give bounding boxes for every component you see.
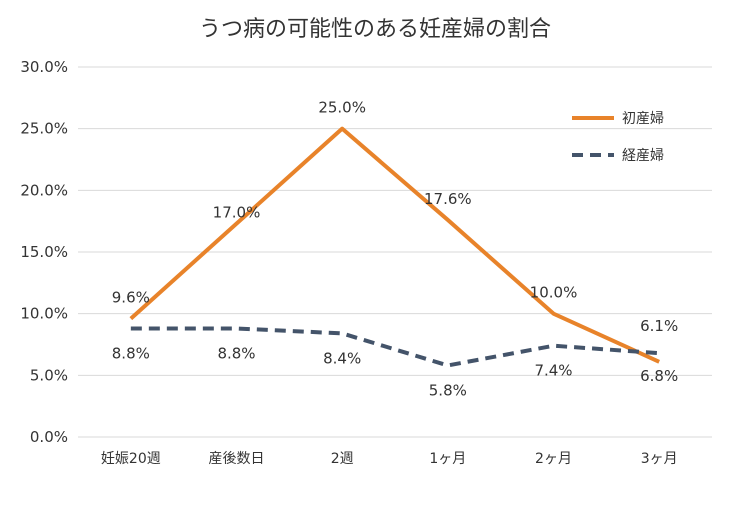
y-axis-ticks: 0.0% 5.0% 10.0% 15.0% 20.0% 25.0% 30.0% (20, 58, 68, 446)
data-label: 8.8% (112, 344, 150, 362)
data-label: 6.8% (640, 367, 678, 385)
data-label: 9.6% (112, 289, 150, 307)
y-tick-label: 0.0% (30, 428, 68, 446)
y-tick-label: 20.0% (20, 181, 68, 199)
data-label: 5.8% (429, 381, 467, 399)
y-tick-label: 25.0% (20, 120, 68, 138)
x-category-label: 2ヶ月 (535, 451, 572, 467)
data-label: 6.1% (640, 317, 678, 335)
chart-title: うつ病の可能性のある妊産婦の割合 (199, 17, 551, 42)
x-category-label: 妊娠20週 (101, 451, 161, 467)
data-label: 8.8% (217, 344, 255, 362)
legend-label: 初産婦 (622, 110, 664, 127)
x-category-label: 1ヶ月 (429, 451, 466, 467)
series-line-初産婦 (129, 126, 660, 364)
data-labels: 9.6% 17.0% 25.0% 17.6% 10.0% 6.1% 8.8% 8.8% 8.4%… (112, 99, 678, 400)
data-label: 17.0% (213, 203, 261, 221)
x-category-label: 2週 (331, 451, 354, 467)
x-category-label: 産後数日 (209, 451, 265, 467)
x-category-label: 3ヶ月 (641, 451, 678, 467)
y-tick-label: 10.0% (20, 305, 68, 323)
y-tick-label: 15.0% (20, 243, 68, 261)
y-tick-label: 30.0% (20, 58, 68, 76)
data-label: 8.4% (323, 349, 361, 367)
x-axis-categories: 妊娠20週 産後数日 2週 1ヶ月 2ヶ月 3ヶ月 (101, 451, 678, 467)
data-label: 25.0% (318, 99, 366, 117)
y-tick-label: 5.0% (30, 366, 68, 384)
data-label: 17.6% (424, 190, 472, 208)
series-lines (129, 126, 660, 368)
gridlines (78, 66, 712, 438)
series-line-経産婦 (130, 326, 660, 368)
data-label: 7.4% (534, 362, 572, 380)
legend-label: 経産婦 (622, 147, 664, 164)
data-label: 10.0% (530, 284, 578, 302)
